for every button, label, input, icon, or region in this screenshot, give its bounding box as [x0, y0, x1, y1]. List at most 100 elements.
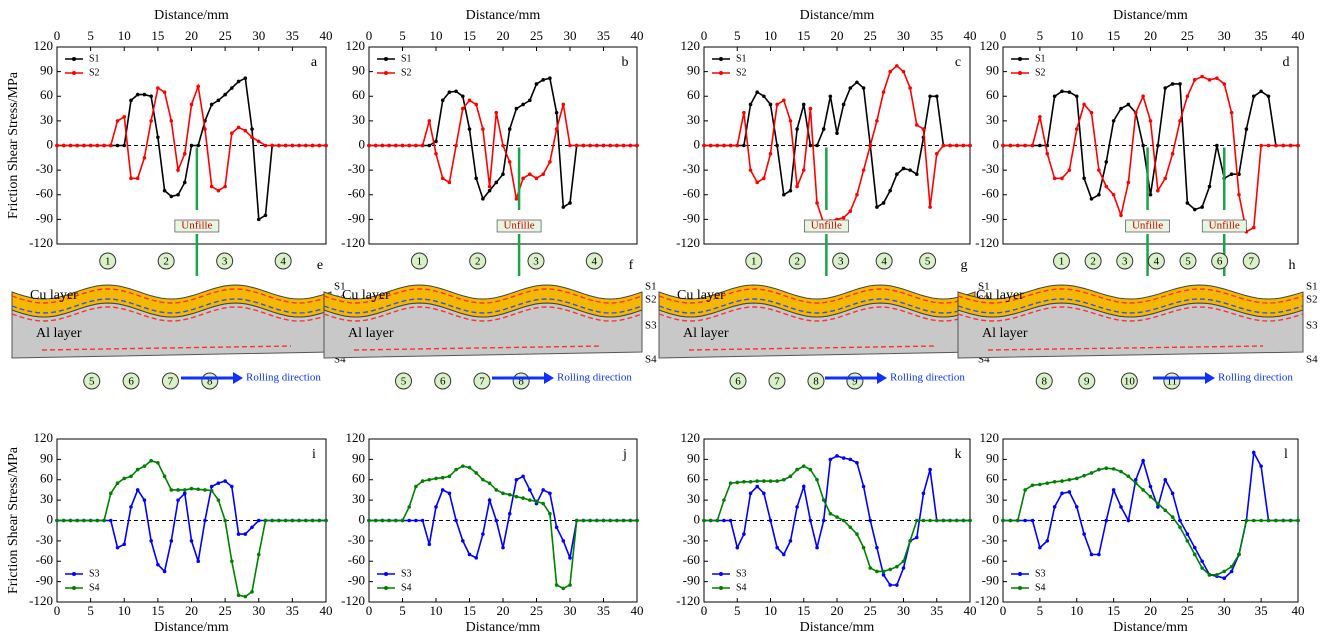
x-tick-label: 35 — [597, 603, 610, 618]
data-point — [861, 168, 866, 172]
data-point — [1185, 539, 1190, 543]
x-tick-label: 25 — [1181, 603, 1194, 618]
data-point — [1156, 505, 1160, 509]
data-point — [875, 569, 879, 574]
data-point — [1200, 205, 1204, 209]
x-tick-label: 0 — [366, 28, 373, 43]
y-tick-label: 60 — [352, 471, 365, 486]
data-point — [142, 498, 147, 502]
y-tick-label: -30 — [982, 161, 999, 176]
marker-label: 8 — [1042, 376, 1048, 388]
data-point — [782, 192, 786, 197]
data-point — [928, 94, 932, 99]
data-point — [782, 477, 786, 482]
data-point — [243, 128, 248, 133]
x-tick-label: 5 — [87, 603, 94, 618]
data-point — [541, 78, 545, 82]
data-point — [568, 583, 572, 587]
marker-label: 7 — [168, 376, 174, 388]
data-point — [815, 545, 819, 550]
data-point — [581, 518, 586, 523]
data-point — [528, 172, 532, 177]
data-point — [407, 518, 412, 523]
flow-s3 — [11, 306, 332, 322]
marker-circle — [729, 372, 747, 390]
data-point — [317, 518, 322, 523]
data-point — [156, 562, 160, 567]
data-point — [142, 464, 147, 468]
data-point — [230, 559, 234, 564]
data-point — [1111, 467, 1116, 471]
panel-label: i — [312, 447, 316, 462]
data-point — [855, 460, 859, 465]
data-point — [1067, 90, 1072, 94]
direction-arrowhead — [877, 372, 887, 384]
data-point — [1170, 82, 1175, 86]
al-label: Al layer — [36, 326, 82, 341]
data-point — [828, 94, 833, 99]
data-point — [61, 143, 66, 148]
series-line — [369, 99, 637, 200]
surface-label: S2 — [645, 294, 657, 306]
data-point — [209, 184, 214, 189]
y-tick-label: -60 — [36, 186, 53, 201]
x-tick-label: 10 — [764, 28, 777, 43]
data-point — [230, 131, 234, 135]
x-axis-title: Distance/mm — [1113, 620, 1188, 635]
data-point — [1288, 143, 1293, 148]
data-point — [762, 176, 766, 181]
data-point — [373, 143, 378, 148]
data-point — [1126, 518, 1131, 523]
legend-label: S1 — [401, 53, 412, 64]
data-point — [487, 188, 492, 193]
y-tick-label: 60 — [687, 87, 700, 102]
x-tick-label: 5 — [734, 603, 741, 618]
x-axis-title: Distance/mm — [154, 8, 229, 23]
data-point — [768, 102, 773, 107]
data-point — [414, 484, 418, 489]
x-tick-label: 15 — [151, 28, 164, 43]
cu-layer — [323, 284, 643, 318]
marker-circle — [585, 252, 603, 270]
x-tick-label: 40 — [320, 28, 333, 43]
x-tick-label: 40 — [1292, 603, 1305, 618]
data-point — [1259, 143, 1263, 148]
series-line — [1003, 449, 1298, 580]
data-point — [715, 143, 720, 148]
data-point — [236, 593, 241, 598]
x-tick-label: 5 — [399, 28, 406, 43]
x-tick-label: 0 — [701, 28, 708, 43]
y-tick-label: 90 — [986, 63, 999, 78]
data-point — [895, 564, 899, 569]
data-point — [1141, 143, 1145, 148]
data-point — [921, 127, 926, 131]
data-point — [1097, 168, 1101, 172]
data-point — [115, 545, 120, 550]
data-point — [1244, 518, 1249, 523]
data-point — [122, 542, 127, 547]
data-point — [1266, 143, 1271, 148]
data-point — [461, 464, 465, 468]
legend-marker — [719, 57, 723, 61]
data-point — [568, 201, 572, 205]
x-tick-label: 40 — [964, 603, 977, 618]
annotation-box — [1125, 219, 1170, 233]
x-tick-label: 5 — [734, 28, 741, 43]
data-point — [628, 143, 633, 148]
data-point — [467, 552, 472, 557]
data-point — [1089, 110, 1094, 115]
data-point — [808, 106, 813, 111]
data-point — [88, 518, 93, 523]
panel-label: d — [1283, 55, 1290, 70]
data-point — [795, 467, 799, 472]
x-tick-label: 20 — [185, 603, 198, 618]
data-point — [61, 518, 66, 523]
marker-label: 2 — [163, 256, 169, 268]
data-point — [149, 119, 153, 123]
data-point — [901, 566, 906, 570]
x-tick-label: 30 — [564, 28, 577, 43]
data-point — [494, 488, 499, 492]
data-point — [1215, 143, 1219, 148]
data-point — [467, 465, 472, 470]
data-point — [1074, 476, 1079, 481]
